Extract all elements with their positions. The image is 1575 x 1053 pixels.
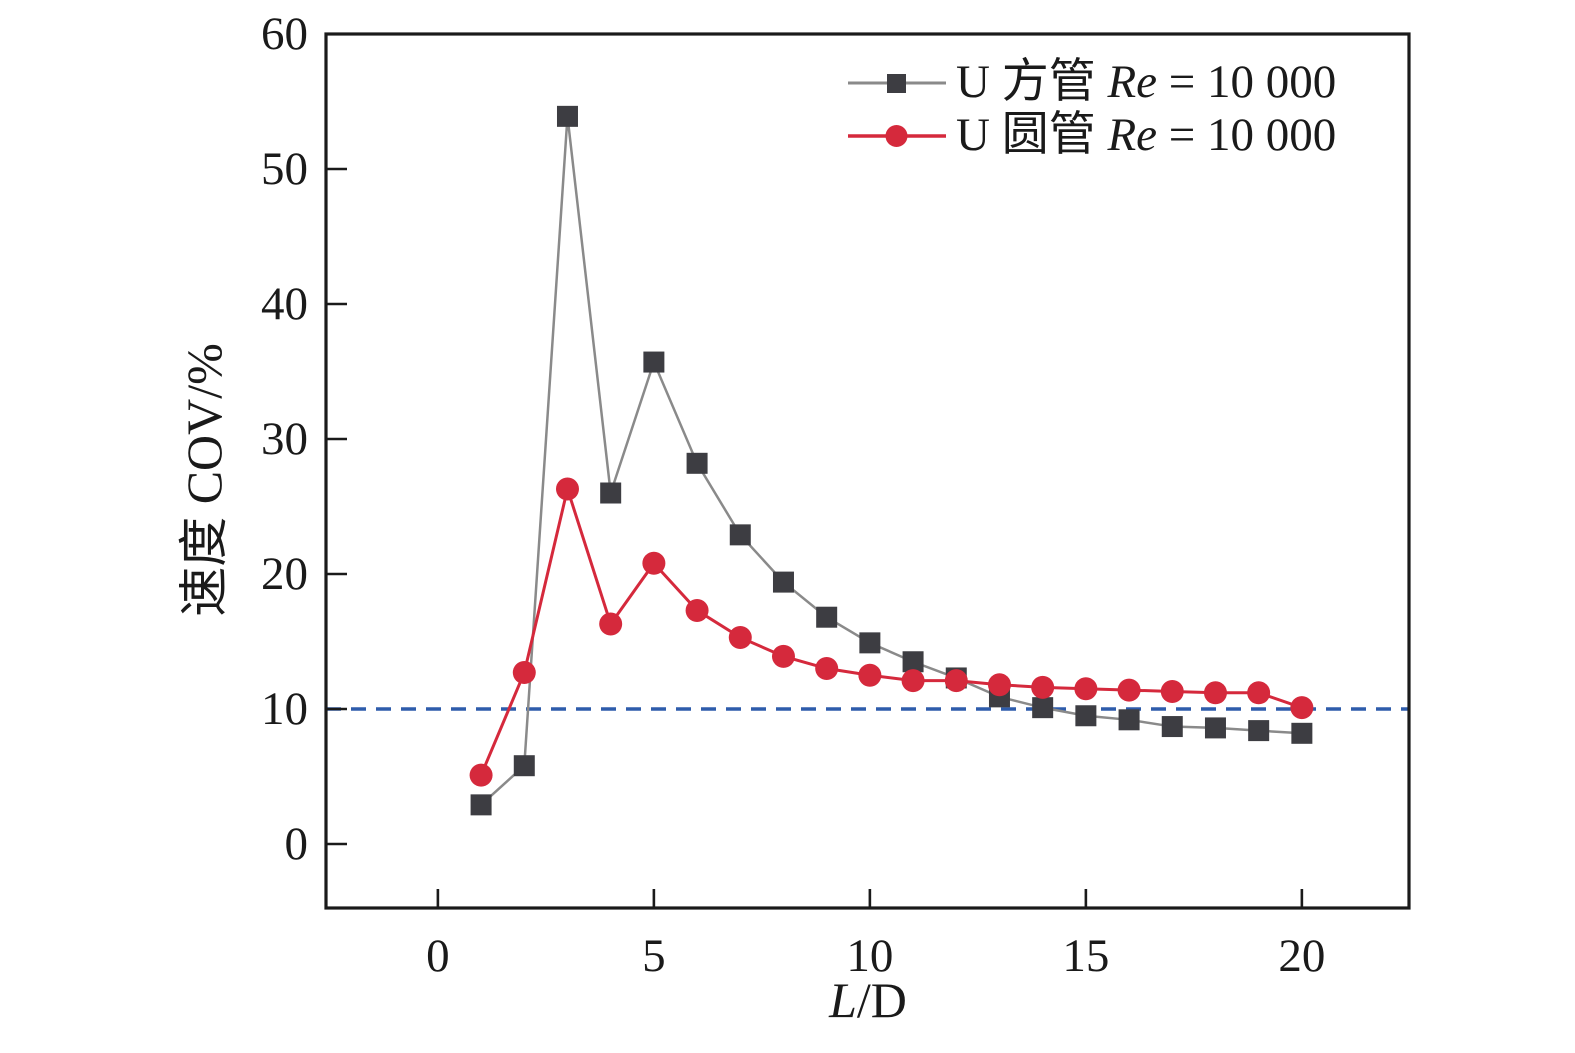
data-point-square (470, 794, 492, 816)
data-point-square (513, 755, 535, 777)
x-axis-title-rest-part: /D (856, 972, 907, 1028)
y-tick-label: 60 (261, 8, 308, 60)
x-tick-label: 5 (642, 930, 666, 982)
legend: U 方管 Re = 10 000 U 圆管 Re = 10 000 (846, 56, 1336, 162)
x-axis-title: L/D (829, 971, 907, 1029)
legend-item-round-duct: U 圆管 Re = 10 000 (846, 109, 1336, 162)
data-point-square (1248, 720, 1270, 742)
square-series-marker-icon (848, 73, 946, 93)
data-point-circle (1160, 679, 1184, 703)
y-tick-label: 50 (261, 143, 308, 195)
axes-frame (324, 32, 1411, 910)
y-tick-label: 20 (261, 548, 308, 600)
y-tick-label: 30 (261, 413, 308, 465)
data-point-square (1161, 716, 1183, 738)
data-point-square (1118, 709, 1140, 731)
data-point-circle (728, 625, 752, 649)
data-point-circle (1203, 681, 1227, 705)
legend-item-square-duct: U 方管 Re = 10 000 (846, 56, 1336, 109)
data-point-square (643, 351, 665, 373)
data-point-square (772, 571, 794, 593)
data-point-square (1032, 697, 1054, 719)
data-point-square (600, 482, 622, 504)
data-point-circle (555, 477, 579, 501)
x-tick-label: 0 (426, 930, 450, 982)
x-tick-label: 20 (1278, 930, 1326, 982)
data-point-circle (1074, 677, 1098, 701)
x-tick-label: 10 (846, 930, 894, 982)
data-point-square (859, 632, 881, 654)
x-axis-title-italic-part: L (829, 972, 857, 1028)
y-tick-label: 10 (261, 683, 308, 735)
data-point-circle (599, 612, 623, 636)
legend-label: U 圆管 Re = 10 000 (956, 109, 1337, 161)
data-point-circle (642, 551, 666, 575)
data-point-circle (685, 598, 709, 622)
data-point-square (686, 452, 708, 474)
data-point-circle (1290, 696, 1314, 720)
data-point-square (1204, 717, 1226, 739)
data-point-square (1291, 722, 1313, 744)
series-line-square-duct (480, 116, 1302, 806)
data-point-circle (815, 657, 839, 681)
data-point-circle (1247, 681, 1271, 705)
data-point-square (729, 524, 751, 546)
data-point-circle (469, 763, 493, 787)
data-point-circle (901, 669, 925, 693)
y-tick-label: 0 (284, 818, 309, 870)
data-point-square (1075, 705, 1097, 727)
data-point-circle (1117, 678, 1141, 702)
legend-label: U 方管 Re = 10 000 (956, 56, 1337, 108)
data-point-square (556, 105, 578, 127)
data-point-square (902, 651, 924, 673)
data-point-circle (771, 644, 795, 668)
y-axis-title: 速度 COV/% (176, 343, 232, 617)
data-point-circle (512, 661, 536, 685)
data-point-circle (858, 663, 882, 687)
x-tick-label: 15 (1062, 930, 1110, 982)
data-point-square (816, 606, 838, 628)
data-point-circle (1031, 675, 1055, 699)
circle-series-marker-icon (848, 124, 946, 147)
y-tick-label: 40 (261, 278, 308, 330)
data-point-circle (987, 673, 1011, 697)
data-point-circle (944, 669, 968, 693)
